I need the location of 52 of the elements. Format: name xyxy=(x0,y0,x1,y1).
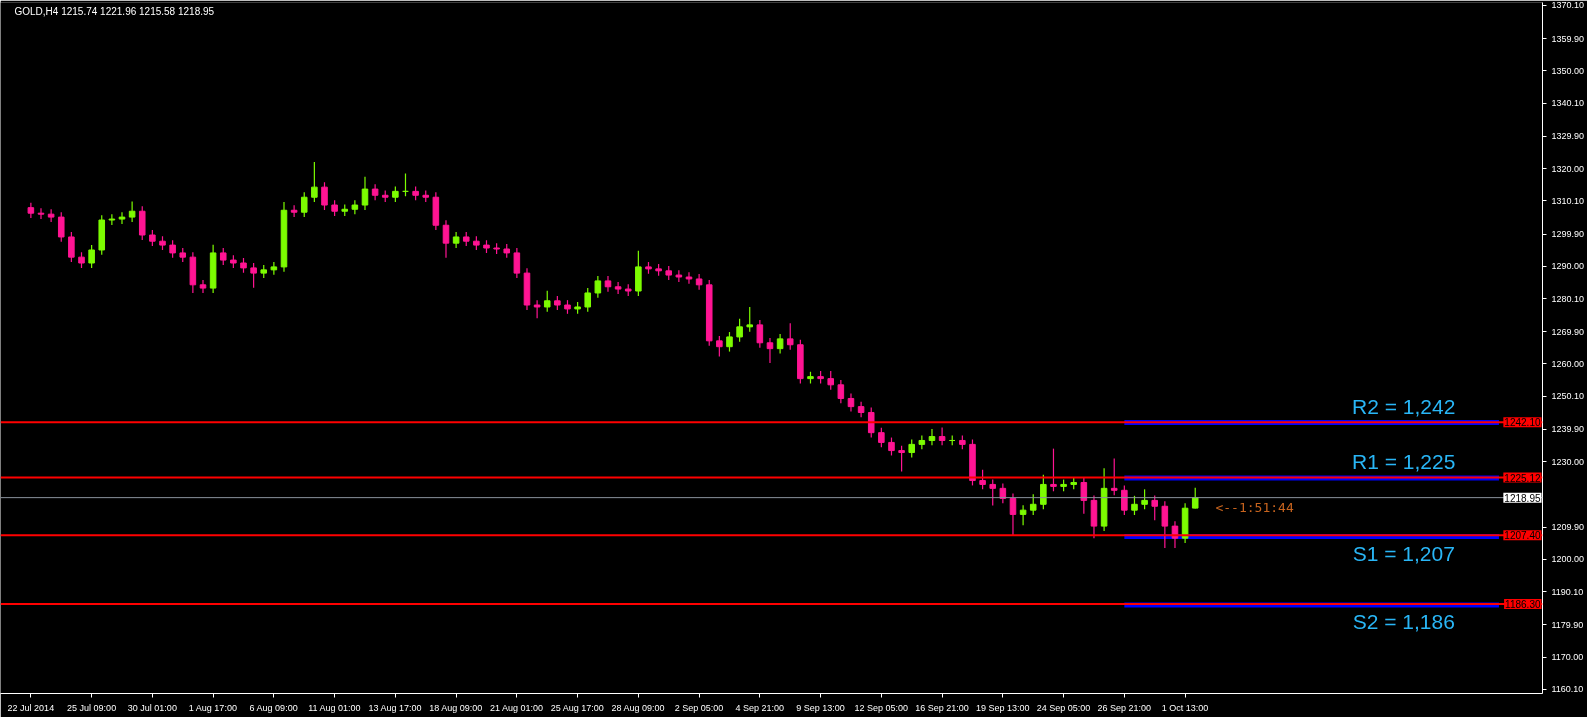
y-tick-label: 1250.10 xyxy=(1551,391,1585,402)
y-tick-label: 1359.90 xyxy=(1551,33,1585,44)
y-tick-label: 1179.90 xyxy=(1551,619,1584,630)
x-tick-label: 4 Sep 21:00 xyxy=(735,702,785,713)
ref-line-label: 1242.10 xyxy=(1504,417,1541,429)
annotation: S2 = 1,186 xyxy=(1352,609,1455,633)
x-tick-label: 30 Jul 01:00 xyxy=(127,702,177,713)
chart-title: GOLD,H4 1215.74 1221.96 1215.58 1218.95 xyxy=(14,5,215,17)
x-tick-label: 6 Aug 09:00 xyxy=(249,702,298,713)
ref-line-label: 1218.95 xyxy=(1504,492,1541,504)
y-tick-label: 1269.90 xyxy=(1551,326,1585,337)
y-tick-label: 1190.10 xyxy=(1551,586,1584,597)
y-tick-label: 1340.10 xyxy=(1551,98,1585,109)
y-tick-label: 1350.00 xyxy=(1551,65,1585,76)
x-tick-label: 25 Aug 17:00 xyxy=(550,702,604,713)
x-tick-label: 1 Oct 13:00 xyxy=(1161,702,1209,713)
x-tick-label: 19 Sep 13:00 xyxy=(976,702,1030,713)
y-tick-label: 1320.00 xyxy=(1551,163,1585,174)
annotation: S1 = 1,207 xyxy=(1352,541,1455,565)
x-tick-label: 25 Jul 09:00 xyxy=(67,702,117,713)
y-tick-label: 1230.00 xyxy=(1551,456,1585,467)
ref-line-label: 1207.40 xyxy=(1504,530,1541,542)
y-tick-label: 1170.00 xyxy=(1551,652,1584,663)
ref-line-label: 1186.30 xyxy=(1505,598,1541,610)
y-tick-label: 1209.90 xyxy=(1551,522,1585,533)
y-tick-label: 1290.00 xyxy=(1551,261,1585,272)
x-tick-label: 22 Jul 2014 xyxy=(7,702,55,713)
y-tick-label: 1160.10 xyxy=(1551,684,1584,695)
x-tick-label: 2 Sep 05:00 xyxy=(674,702,724,713)
y-tick-label: 1329.90 xyxy=(1551,131,1585,142)
y-tick-label: 1299.90 xyxy=(1551,229,1585,240)
y-tick-label: 1280.10 xyxy=(1551,293,1585,304)
x-tick-label: 1 Aug 17:00 xyxy=(188,702,237,713)
x-tick-label: 21 Aug 01:00 xyxy=(490,702,544,713)
x-tick-label: 13 Aug 17:00 xyxy=(368,702,422,713)
x-tick-label: 9 Sep 13:00 xyxy=(796,702,845,713)
x-tick-label: 16 Sep 21:00 xyxy=(915,702,969,713)
y-tick-label: 1370.10 xyxy=(1551,0,1585,11)
annotation: R2 = 1,242 xyxy=(1352,394,1456,418)
annotation: <--1:51:44 xyxy=(1215,499,1294,515)
y-tick-label: 1200.00 xyxy=(1551,554,1585,565)
x-tick-label: 24 Sep 05:00 xyxy=(1036,702,1091,713)
y-tick-label: 1260.00 xyxy=(1551,358,1585,369)
x-tick-label: 26 Sep 21:00 xyxy=(1097,702,1152,713)
x-tick-label: 28 Aug 09:00 xyxy=(611,702,665,713)
y-tick-label: 1310.10 xyxy=(1551,195,1585,206)
x-tick-label: 18 Aug 09:00 xyxy=(429,702,483,713)
x-tick-label: 12 Sep 05:00 xyxy=(854,702,909,713)
x-tick-label: 11 Aug 01:00 xyxy=(308,702,361,713)
annotation: R1 = 1,225 xyxy=(1352,449,1456,473)
ref-line-label: 1225.12 xyxy=(1504,472,1541,484)
y-tick-label: 1239.90 xyxy=(1551,424,1585,435)
